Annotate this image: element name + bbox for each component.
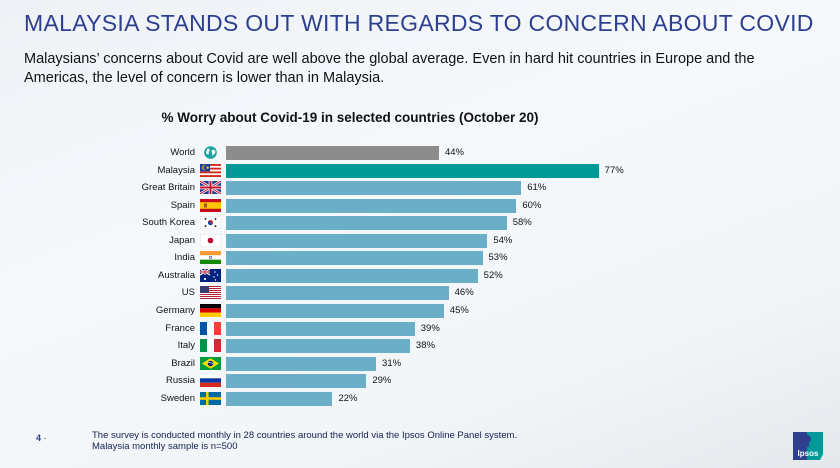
globe-icon [200,146,221,159]
footnote-line-2: Malaysia monthly sample is n=500 [92,441,238,452]
bar [226,339,410,354]
bar-row: Sweden 22% [0,391,840,406]
page-subtitle: Malaysians’ concerns about Covid are wel… [24,51,755,86]
bar-row: Spain 60% [0,198,840,213]
data-label: 52% [483,269,503,281]
bar-row: India 53% [0,251,840,266]
footnote: The survey is conducted monthly in 28 co… [92,430,517,452]
bar-row: Japan 54% [0,233,840,248]
bar [226,216,507,231]
bar-row: Great Britain 61% [0,179,840,196]
category-label: Germany [155,304,195,316]
data-label: 54% [493,234,513,246]
bar [226,181,522,196]
bar-row: Germany 45% [0,303,840,318]
data-label: 61% [527,182,547,194]
category-label: Japan [169,234,195,246]
bar [226,286,449,301]
page-number: 4 - [36,433,47,443]
page-number-value: 4 [36,433,42,443]
russia-flag-icon [199,373,222,388]
brazil-flag-icon [200,356,221,370]
footnote-line-1: The survey is conducted monthly in 28 co… [92,430,518,441]
page-number-separator: - [43,433,47,443]
uk-flag-icon [199,179,222,196]
bar [226,233,488,248]
data-label: 46% [454,287,474,299]
logo-text: Ipsos [798,449,819,458]
data-label: 38% [415,340,435,352]
bar-row: France 39% [0,321,840,336]
category-label: Brazil [171,357,195,369]
category-label: Sweden [160,392,195,404]
australia-flag-icon [199,268,221,282]
data-label: 77% [604,164,624,176]
category-label: Spain [170,199,195,211]
ipsos-logo: Ipsos [793,432,823,460]
category-label: World [170,147,195,158]
data-label: 44% [444,147,464,158]
bar [226,391,333,406]
bar [226,303,444,318]
category-label: US [181,287,195,299]
bar [226,251,483,266]
category-label: France [165,322,195,334]
germany-flag-icon [200,303,221,317]
bar [226,374,367,389]
bar [226,163,599,178]
bar [226,321,415,336]
bar-row: Australia 52% [0,268,840,283]
bar-row: US 46% [0,286,840,301]
category-label: Italy [177,340,195,352]
malaysia-flag-icon [200,163,221,177]
category-label: Russia [165,375,195,387]
bar [226,146,439,160]
data-label: 60% [522,199,542,211]
bar [226,198,517,213]
category-label: India [174,252,195,264]
category-label: Malaysia [157,164,196,176]
bar [226,268,478,283]
category-label: Australia [158,269,195,281]
data-label: 22% [338,392,358,404]
sweden-flag-icon [200,391,221,405]
japan-flag-icon [199,233,222,248]
bar-row: Brazil 31% [0,356,840,371]
bar-row: Malaysia 77% [0,163,840,178]
bar-row: World 44% [0,146,840,160]
data-label: 58% [512,217,532,229]
india-flag-icon [200,251,221,265]
data-label: 53% [488,252,508,264]
bar [226,356,377,371]
us-flag-icon [200,286,221,300]
data-label: 45% [449,304,469,316]
chart-title: % Worry about Covid-19 in selected count… [161,110,539,125]
bar-row: South Korea 58% [0,215,840,231]
category-label: Great Britain [141,182,195,194]
data-label: 31% [382,357,402,369]
bar-row: Russia 29% [0,373,840,389]
data-label: 39% [420,322,440,334]
category-label: South Korea [142,217,195,229]
data-label: 29% [372,375,392,387]
france-flag-icon [200,321,221,335]
south-korea-flag-icon [199,215,222,230]
spain-flag-icon [200,198,221,212]
page-title: MALAYSIA STANDS OUT WITH REGARDS TO CONC… [24,10,814,36]
italy-flag-icon [200,339,221,353]
bar-row: Italy 38% [0,339,840,354]
